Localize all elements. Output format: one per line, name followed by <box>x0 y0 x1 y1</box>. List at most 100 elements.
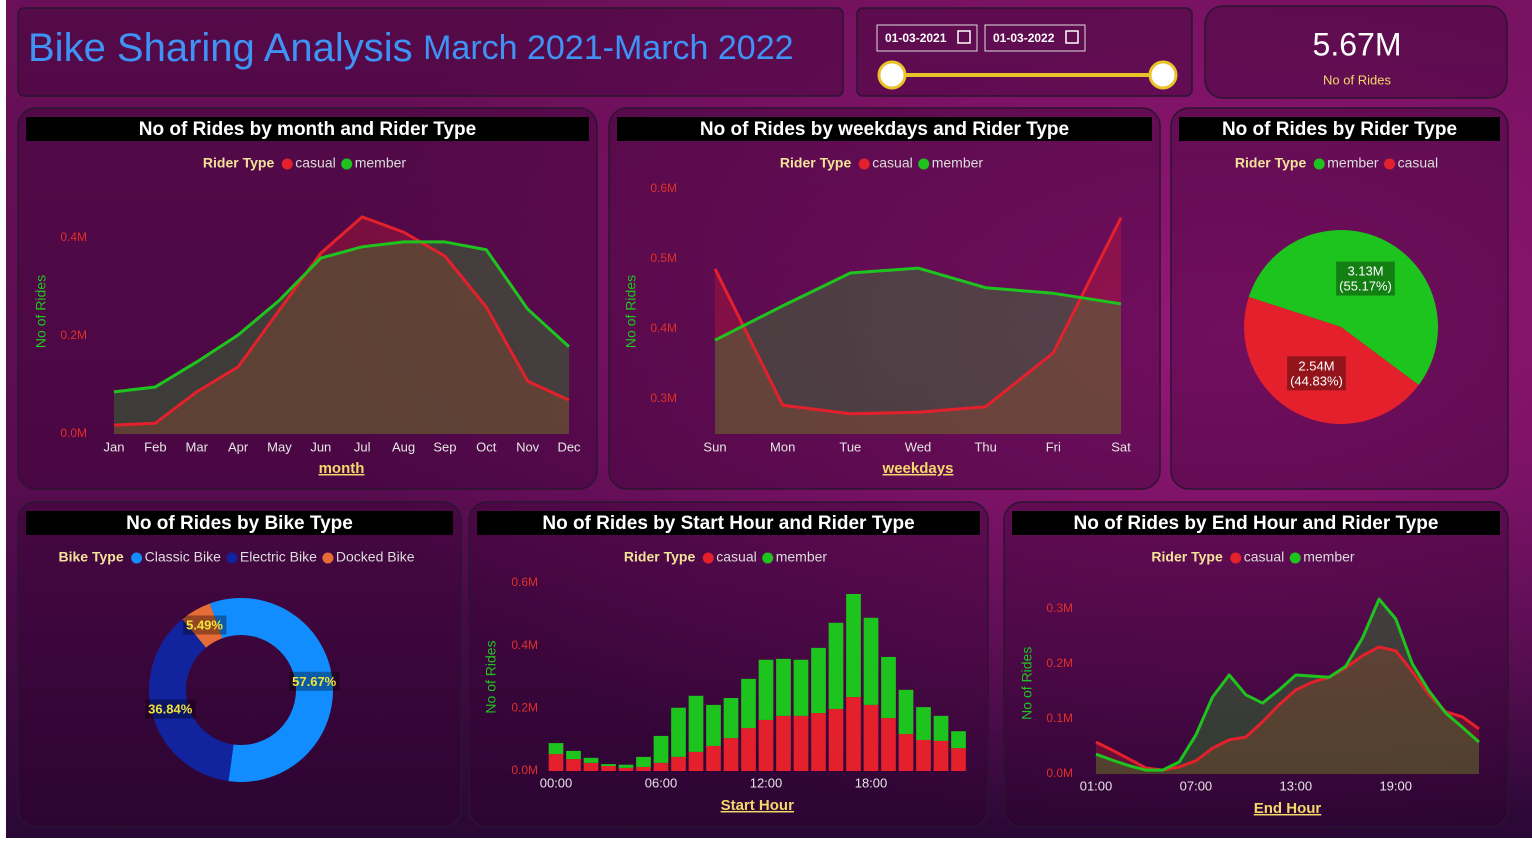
legend-marker <box>281 158 293 170</box>
bar <box>811 647 826 714</box>
kpi-panel <box>1204 5 1508 99</box>
data-label-text: 3.13M <box>1347 264 1383 279</box>
x-axis-title: month <box>319 460 365 477</box>
chart-title-bar <box>26 511 453 535</box>
calendar-icon[interactable] <box>1065 30 1079 44</box>
x-tick-label: Feb <box>144 439 166 454</box>
legend-title: Bike Type <box>59 549 124 565</box>
slider-handle[interactable] <box>877 60 907 90</box>
legend-title: Rider Type <box>1151 549 1223 565</box>
bar <box>793 715 809 771</box>
x-tick-label: 18:00 <box>855 775 888 790</box>
bar <box>951 748 966 771</box>
bar <box>863 617 879 705</box>
chart-panel <box>17 107 598 490</box>
legend: Bike Type Classic Bike Electric Bike Docked… <box>59 549 415 565</box>
bar <box>566 759 581 771</box>
y-tick-label: 0.4M <box>511 638 538 652</box>
x-tick-label: Sat <box>1111 439 1131 454</box>
y-axis-title: No of Rides <box>623 275 639 348</box>
bar <box>811 713 826 771</box>
x-tick-label: Tue <box>839 439 861 454</box>
title: Bike Sharing Analysis <box>28 26 413 70</box>
chart-title: No of Rides by Rider Type <box>1222 119 1457 140</box>
x-tick-label: 07:00 <box>1180 778 1213 793</box>
line <box>714 266 1122 342</box>
x-tick-label: 06:00 <box>645 775 678 790</box>
area <box>1096 599 1479 774</box>
bar <box>881 656 896 719</box>
data-label-background <box>145 699 196 719</box>
data-label-text: 57.67% <box>292 674 337 689</box>
line <box>113 215 570 427</box>
bar <box>741 678 756 729</box>
y-tick-label: 0.3M <box>1046 601 1073 615</box>
bar <box>916 739 931 771</box>
data-label-text: 2.54M <box>1298 358 1334 373</box>
pie-slice <box>1244 297 1419 424</box>
line <box>1095 597 1480 772</box>
y-tick-label: 0.5M <box>650 251 677 265</box>
legend-title: Rider Type <box>780 155 852 171</box>
data-label: 3.13M(55.17%) <box>1336 261 1395 296</box>
calendar-icon[interactable] <box>957 30 971 44</box>
legend-label: Classic Bike <box>145 549 221 565</box>
bar <box>618 764 634 768</box>
legend-marker <box>341 158 353 170</box>
legend-marker <box>762 552 774 564</box>
y-tick-label: 0.2M <box>1046 656 1073 670</box>
bar <box>951 731 966 749</box>
date-panel <box>856 7 1193 97</box>
chart-title-bar <box>1012 511 1500 535</box>
data-label-text: 5.49% <box>186 617 223 632</box>
chart-title: No of Rides by weekdays and Rider Type <box>700 119 1069 140</box>
legend-label: Electric Bike <box>240 549 317 565</box>
bar <box>846 697 861 771</box>
legend-marker <box>131 552 143 564</box>
bar <box>601 765 616 771</box>
x-tick-label: Nov <box>516 439 540 454</box>
y-axis-title: No of Rides <box>1019 647 1035 720</box>
legend-label: casual <box>716 549 756 565</box>
slider-handle[interactable] <box>1148 60 1178 90</box>
legend-marker <box>1230 552 1242 564</box>
start-date[interactable]: 01-03-2021 <box>885 31 947 45</box>
legend-marker <box>226 552 238 564</box>
legend: Rider Type member casual <box>1235 155 1438 171</box>
x-tick-label: Dec <box>557 439 581 454</box>
legend-label: member <box>355 155 407 171</box>
end-date-box[interactable] <box>984 24 1086 52</box>
chart-title: No of Rides by End Hour and Rider Type <box>1074 513 1439 534</box>
legend: Rider Type casual member <box>780 155 983 171</box>
legend-marker <box>702 552 714 564</box>
legend-label: Docked Bike <box>336 549 415 565</box>
bar <box>828 622 844 709</box>
end-date[interactable]: 01-03-2022 <box>993 31 1055 45</box>
bar <box>741 728 756 771</box>
area <box>1096 646 1479 774</box>
bar <box>706 745 721 771</box>
bar <box>583 757 599 763</box>
x-tick-label: 00:00 <box>540 775 573 790</box>
chart-title-bar <box>477 511 980 535</box>
x-tick-label: 13:00 <box>1280 778 1313 793</box>
y-tick-label: 0.0M <box>511 763 538 777</box>
x-tick-label: 19:00 <box>1379 778 1412 793</box>
x-tick-label: 12:00 <box>750 775 783 790</box>
bar <box>653 762 669 771</box>
start-date-box[interactable] <box>876 24 978 52</box>
legend-label: member <box>776 549 828 565</box>
y-tick-label: 0.4M <box>650 321 677 335</box>
y-tick-label: 0.0M <box>60 426 87 440</box>
x-tick-label: Thu <box>974 439 996 454</box>
data-label-text: (55.17%) <box>1339 279 1392 294</box>
chart-title-bar <box>26 117 589 141</box>
legend-label: casual <box>295 155 335 171</box>
legend-label: casual <box>1244 549 1284 565</box>
header-title: Bike Sharing Analysis March 2021-March 2… <box>28 26 794 70</box>
data-label-background <box>289 671 340 691</box>
x-tick-label: Wed <box>905 439 932 454</box>
kpi-label: No of Rides <box>1323 72 1391 87</box>
data-label: 5.49% <box>183 615 227 635</box>
